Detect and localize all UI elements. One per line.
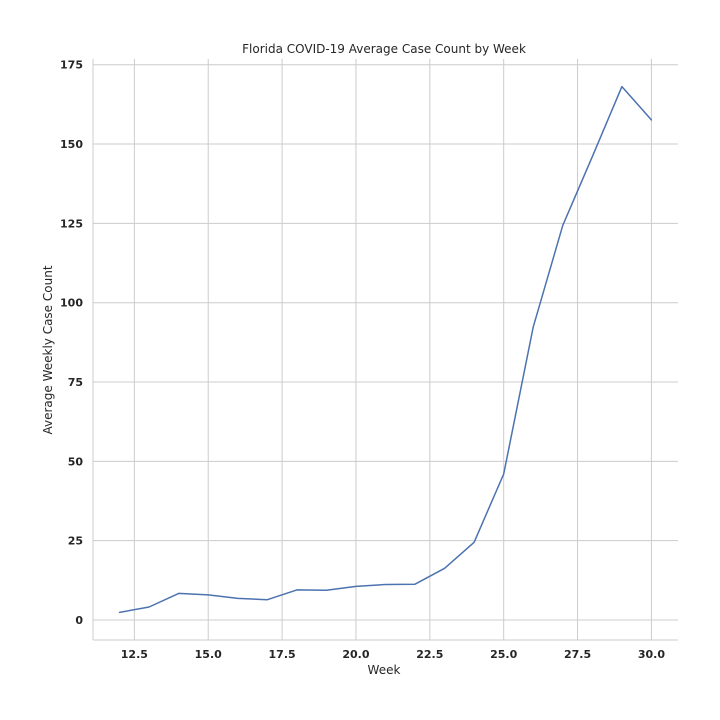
x-tick-label: 30.0 [638, 648, 665, 661]
x-tick-label: 17.5 [269, 648, 296, 661]
x-tick-label: 12.5 [121, 648, 148, 661]
x-tick-labels: 12.5 15.0 17.5 20.0 22.5 25.0 27.5 30.0 [121, 648, 666, 661]
chart-title: Florida COVID-19 Average Case Count by W… [242, 42, 526, 56]
y-tick-label: 100 [60, 297, 83, 310]
y-tick-label: 50 [68, 455, 84, 468]
x-tick-label: 15.0 [195, 648, 222, 661]
y-tick-label: 25 [68, 535, 83, 548]
x-tick-label: 27.5 [564, 648, 591, 661]
x-tick-label: 25.0 [490, 648, 517, 661]
x-axis-label: Week [368, 663, 401, 677]
y-tick-label: 0 [75, 614, 83, 627]
grid [93, 59, 678, 640]
axes [92, 59, 678, 641]
series-layer [118, 85, 653, 614]
x-tick-label: 20.0 [342, 648, 369, 661]
y-tick-label: 175 [60, 59, 83, 72]
y-tick-label: 75 [68, 376, 83, 389]
y-tick-labels: 0 25 50 75 100 125 150 175 [60, 59, 83, 627]
y-tick-label: 125 [60, 217, 83, 230]
y-tick-label: 150 [60, 138, 83, 151]
series-line [118, 85, 653, 614]
x-tick-label: 22.5 [416, 648, 443, 661]
y-axis-label: Average Weekly Case Count [41, 265, 55, 434]
